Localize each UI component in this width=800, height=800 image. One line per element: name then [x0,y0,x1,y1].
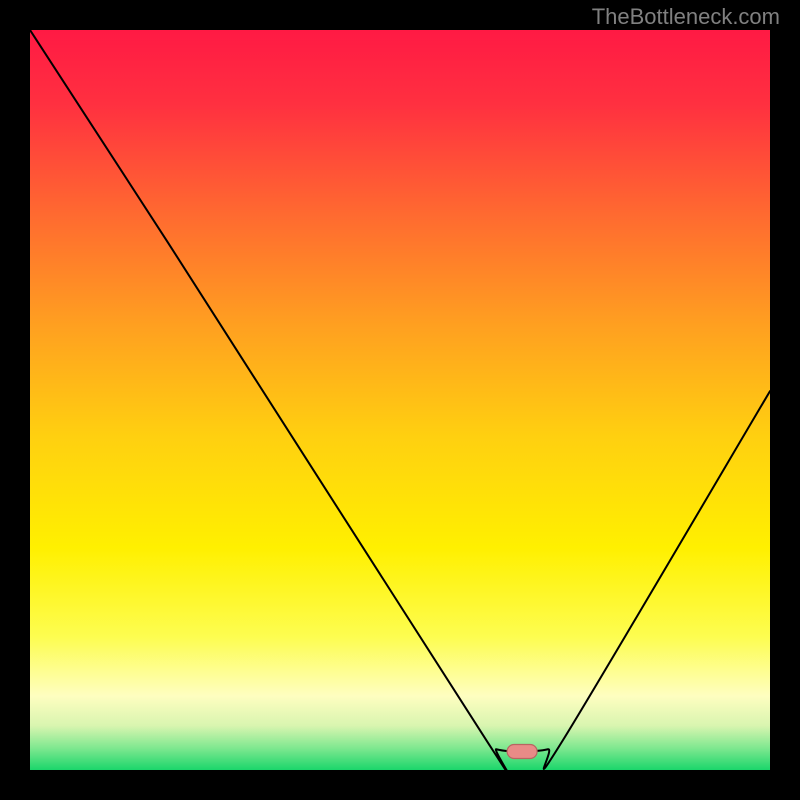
optimum-marker [507,745,537,759]
watermark-text: TheBottleneck.com [592,4,780,30]
plot-area [30,30,770,770]
plot-svg [30,30,770,770]
gradient-background [30,30,770,770]
